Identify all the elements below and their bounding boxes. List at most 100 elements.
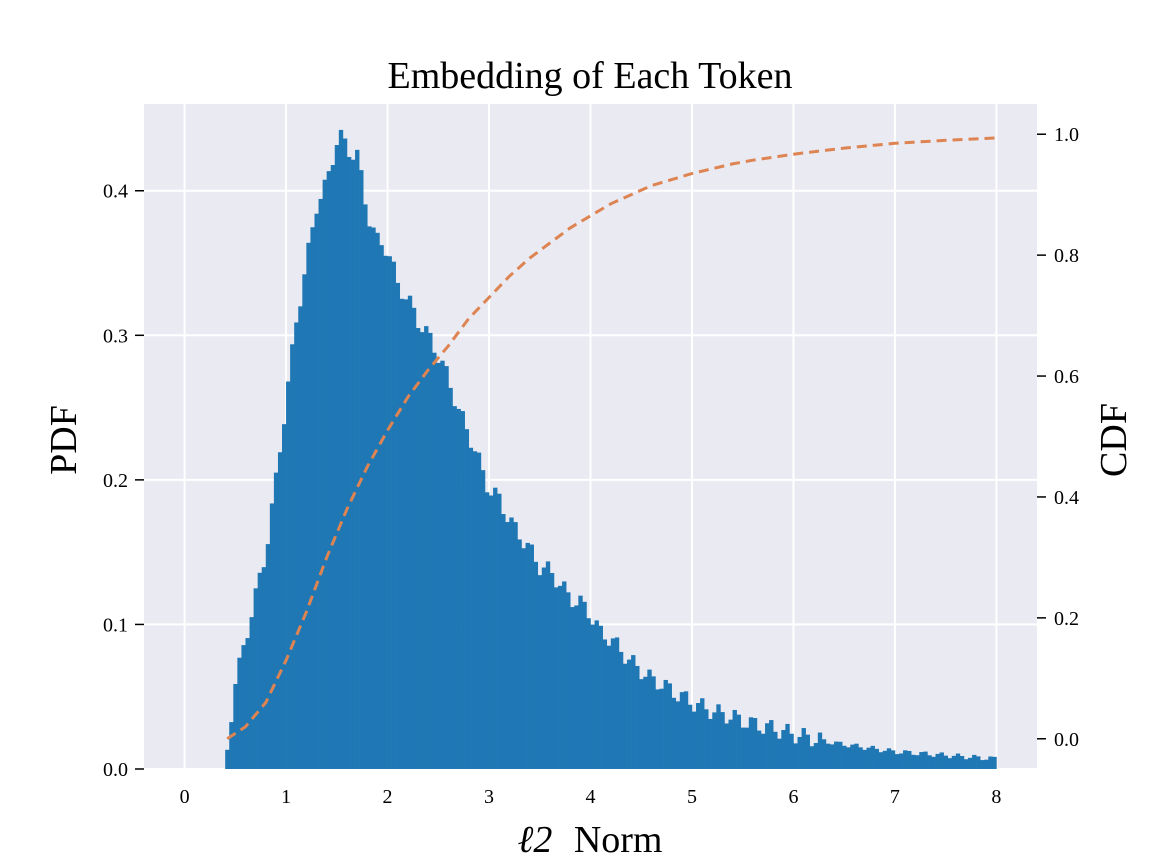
y-tick-label-right: 0.2 (1054, 608, 1079, 630)
histogram-bar (959, 755, 965, 769)
histogram-bar (298, 306, 303, 769)
histogram-bar (988, 756, 993, 769)
histogram-bar (635, 665, 640, 769)
histogram-bar (586, 618, 591, 769)
histogram-bar (915, 755, 920, 769)
histogram-bar (403, 299, 409, 769)
histogram-bars (225, 129, 997, 770)
histogram-bar (241, 645, 246, 769)
histogram-bar (850, 744, 855, 769)
histogram-bar (939, 752, 944, 769)
histogram-bar (789, 733, 794, 769)
histogram-bar (570, 607, 575, 769)
histogram-bar (671, 697, 677, 769)
histogram-bar (870, 745, 875, 769)
histogram-bar (253, 588, 258, 769)
histogram-bar (967, 757, 973, 769)
histogram-bar (225, 749, 230, 769)
histogram-bar (598, 625, 603, 769)
histogram-bar (497, 493, 502, 769)
histogram-bar (237, 657, 242, 769)
histogram-bar (489, 495, 494, 769)
histogram-bar (618, 651, 624, 769)
histogram-bar (696, 703, 701, 769)
histogram-bar (391, 261, 396, 769)
x-tick-label: 4 (586, 786, 596, 808)
histogram-bar (748, 717, 754, 769)
histogram-bar (277, 452, 283, 769)
histogram-bar (683, 691, 689, 769)
histogram-bar (590, 624, 595, 769)
x-ticks: 0 1 2 3 4 5 6 7 8 (180, 786, 1002, 808)
histogram-bar (545, 561, 551, 769)
histogram-bar (338, 129, 344, 769)
histogram-bar (456, 408, 461, 769)
histogram-bar (984, 759, 989, 769)
histogram-bar (911, 754, 916, 769)
histogram-bar (257, 572, 263, 769)
histogram-bar (809, 746, 815, 769)
histogram-bar (907, 750, 912, 769)
histogram-bar (854, 743, 859, 769)
histogram-bar (371, 227, 376, 769)
y-tick-label-left: 0.1 (103, 614, 128, 636)
histogram-bar (452, 406, 457, 769)
y-tick-label-left: 0.2 (103, 470, 128, 492)
histogram-bar (736, 714, 741, 769)
histogram-bar (484, 492, 490, 769)
histogram-bar (785, 723, 790, 769)
histogram-bar (245, 638, 250, 769)
histogram-bar (444, 366, 449, 769)
histogram-bar (286, 381, 291, 769)
histogram-bar (273, 472, 279, 769)
histogram-bar (395, 282, 401, 769)
histogram-bar (712, 712, 717, 769)
histogram-bar (866, 747, 871, 769)
histogram-bar (375, 232, 380, 770)
x-tick-label: 3 (484, 786, 494, 808)
histogram-bar (643, 676, 648, 769)
histogram-bar (801, 728, 806, 769)
histogram-bar (858, 747, 863, 769)
histogram-bar (817, 732, 823, 769)
histogram-bar (411, 307, 417, 769)
x-tick-label: 1 (281, 786, 291, 808)
histogram-bar (813, 743, 819, 769)
histogram-bar (399, 298, 405, 769)
x-tick-label: 2 (383, 786, 393, 808)
histogram-bar (797, 736, 802, 769)
histogram-bar (765, 723, 770, 769)
histogram-bar (886, 748, 892, 769)
histogram-bar (793, 743, 798, 769)
histogram-bar (825, 743, 831, 769)
histogram-bar (769, 720, 774, 769)
histogram-bar (464, 429, 470, 769)
histogram-bar (700, 698, 705, 769)
histogram-bar (622, 663, 628, 769)
histogram-bar (708, 718, 713, 769)
histogram-bar (428, 332, 433, 769)
histogram-bar (752, 718, 758, 769)
histogram-bar (862, 749, 867, 769)
histogram-bar (521, 548, 526, 769)
histogram-bar (980, 760, 985, 769)
histogram-bar (326, 171, 332, 769)
histogram-bar (655, 689, 660, 769)
histogram-bar (574, 605, 579, 769)
chart-title: Embedding of Each Token (387, 55, 792, 97)
histogram-bar (829, 744, 835, 769)
histogram-bar (407, 295, 413, 769)
histogram-bar (894, 754, 900, 769)
histogram-bar (383, 255, 388, 770)
histogram-bar (992, 756, 997, 769)
histogram-bar (436, 362, 441, 769)
histogram-bar (972, 754, 977, 769)
histogram-bar (720, 712, 725, 769)
histogram-bar (359, 170, 364, 770)
histogram-bar (566, 592, 571, 769)
histogram-bar (614, 637, 620, 769)
histogram-bar (468, 447, 474, 769)
histogram-bar (691, 711, 697, 769)
histogram-bar (578, 595, 583, 769)
histogram-bar (415, 327, 421, 769)
